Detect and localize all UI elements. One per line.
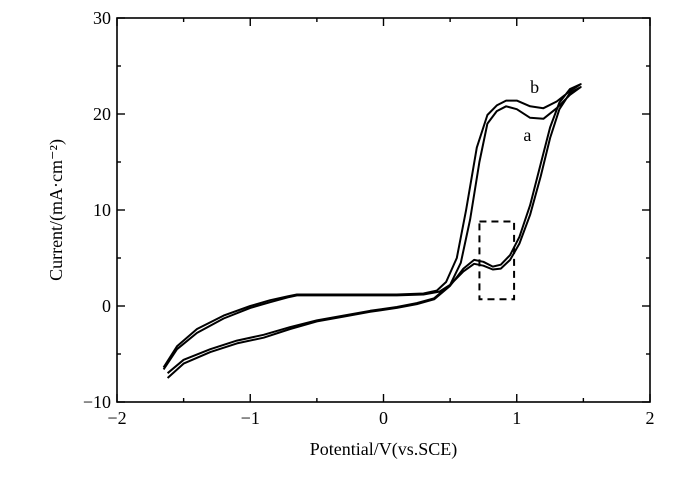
x-tick-label: 0 bbox=[379, 408, 388, 428]
y-tick-label: −10 bbox=[83, 392, 111, 412]
highlight-dashed-box bbox=[478, 220, 516, 301]
axis-ticks bbox=[116, 17, 651, 403]
curve-label-b: b bbox=[530, 77, 539, 97]
curve-label-a: a bbox=[523, 125, 531, 145]
y-tick-label: 30 bbox=[93, 8, 111, 28]
curves bbox=[162, 83, 582, 379]
x-tick-label: −2 bbox=[107, 408, 126, 428]
cv-curve-a bbox=[162, 86, 582, 374]
y-tick-label: 0 bbox=[102, 296, 111, 316]
x-axis-title: Potential/V(vs.SCE) bbox=[310, 439, 458, 460]
y-tick-label: 20 bbox=[93, 104, 111, 124]
x-tick-label: 1 bbox=[512, 408, 521, 428]
cv-curve-b bbox=[162, 83, 582, 379]
y-tick-label: 10 bbox=[93, 200, 111, 220]
x-tick-label: −1 bbox=[241, 408, 260, 428]
plot-frame bbox=[116, 17, 651, 403]
y-axis-title: Current/(mA·cm⁻²) bbox=[46, 139, 67, 281]
x-tick-label: 2 bbox=[646, 408, 655, 428]
